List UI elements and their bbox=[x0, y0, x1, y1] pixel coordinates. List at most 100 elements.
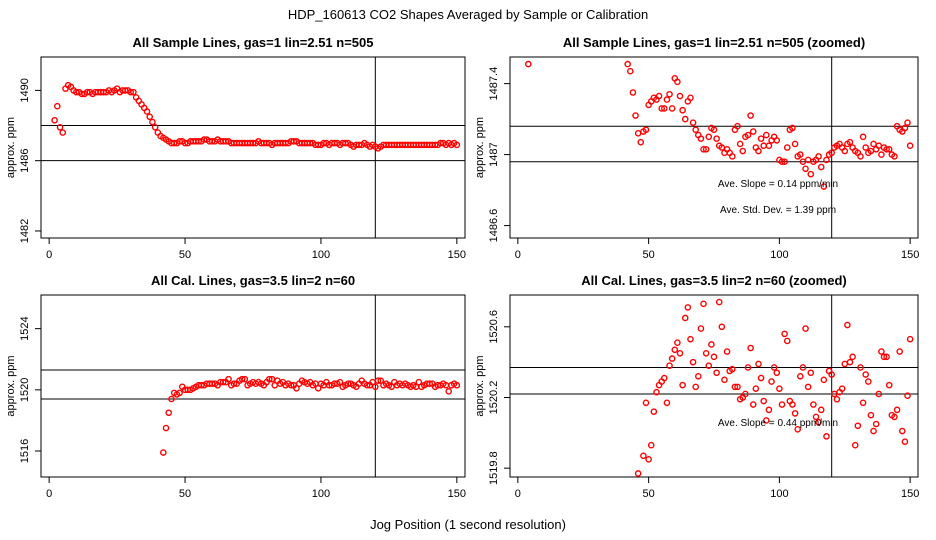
data-point bbox=[862, 144, 869, 151]
data-point bbox=[820, 376, 828, 384]
data-point bbox=[828, 149, 835, 157]
data-point bbox=[729, 365, 736, 373]
data-point bbox=[666, 362, 673, 369]
y-tick-label: 1482 bbox=[19, 219, 31, 243]
data-point bbox=[749, 401, 757, 408]
data-point bbox=[723, 348, 731, 355]
data-point bbox=[624, 60, 631, 68]
x-tick-label: 50 bbox=[179, 488, 191, 500]
data-point bbox=[200, 136, 208, 143]
data-point bbox=[342, 139, 349, 147]
data-point bbox=[875, 390, 883, 398]
data-point bbox=[865, 378, 872, 385]
data-point bbox=[653, 388, 660, 396]
data-point bbox=[176, 389, 183, 397]
data-point bbox=[713, 369, 720, 377]
data-point bbox=[755, 147, 762, 155]
data-point bbox=[715, 298, 723, 306]
data-point bbox=[807, 369, 815, 377]
data-point bbox=[374, 377, 382, 384]
panel-p4: All Cal. Lines, gas=3.5 lin=2 n=60 (zoom… bbox=[474, 273, 919, 500]
data-point bbox=[645, 456, 652, 463]
data-point bbox=[697, 135, 705, 142]
y-tick-label: 1487 bbox=[488, 142, 500, 166]
data-point bbox=[749, 128, 757, 135]
data-point bbox=[802, 325, 809, 332]
data-point bbox=[901, 438, 909, 445]
data-point bbox=[100, 88, 107, 96]
data-point bbox=[676, 92, 684, 100]
data-point bbox=[734, 122, 741, 130]
data-point bbox=[249, 139, 257, 147]
data-point bbox=[415, 378, 423, 386]
x-tick-label: 0 bbox=[46, 249, 52, 261]
plot-frame bbox=[509, 294, 919, 478]
data-point bbox=[734, 383, 741, 391]
data-point bbox=[721, 376, 728, 384]
data-point bbox=[817, 406, 825, 414]
y-tick-label: 1519.8 bbox=[488, 451, 500, 485]
data-point bbox=[883, 145, 890, 153]
data-point bbox=[757, 135, 765, 142]
data-point bbox=[437, 139, 444, 147]
data-point bbox=[73, 88, 80, 96]
data-point bbox=[629, 89, 637, 96]
data-point bbox=[783, 337, 791, 345]
data-point bbox=[854, 422, 862, 430]
x-tick-label: 100 bbox=[770, 488, 788, 500]
data-point bbox=[760, 397, 767, 405]
data-point bbox=[282, 139, 289, 147]
data-point bbox=[689, 119, 697, 126]
data-point bbox=[872, 420, 880, 428]
data-point bbox=[241, 375, 249, 383]
data-point bbox=[293, 384, 300, 392]
data-point bbox=[453, 141, 461, 149]
data-point bbox=[181, 139, 189, 147]
data-point bbox=[815, 153, 822, 160]
data-point bbox=[797, 151, 804, 158]
data-point bbox=[729, 153, 736, 160]
data-point bbox=[151, 123, 159, 131]
data-point bbox=[59, 129, 67, 136]
data-point bbox=[828, 371, 835, 378]
data-point bbox=[823, 433, 830, 440]
data-point bbox=[372, 383, 379, 391]
data-point bbox=[684, 304, 692, 311]
data-point bbox=[679, 381, 686, 389]
data-point bbox=[823, 156, 830, 164]
data-point bbox=[705, 133, 713, 141]
x-tick-label: 150 bbox=[901, 249, 919, 261]
data-point bbox=[692, 383, 699, 391]
data-point bbox=[893, 406, 901, 414]
data-point bbox=[674, 339, 681, 347]
data-point bbox=[692, 126, 699, 134]
data-point bbox=[314, 384, 322, 392]
data-point bbox=[130, 88, 137, 96]
data-point bbox=[781, 158, 788, 165]
data-point bbox=[168, 395, 175, 403]
y-tick-label: 1487.4 bbox=[488, 67, 500, 101]
x-tick-label: 100 bbox=[312, 488, 330, 500]
data-point bbox=[755, 360, 762, 368]
data-point bbox=[266, 375, 273, 383]
data-point bbox=[713, 135, 720, 142]
data-point bbox=[763, 417, 770, 424]
data-point bbox=[627, 67, 634, 75]
data-point bbox=[760, 142, 767, 150]
data-point bbox=[718, 323, 726, 331]
data-point bbox=[668, 105, 676, 112]
data-point bbox=[230, 380, 238, 388]
x-tick-label: 100 bbox=[312, 249, 330, 261]
data-point bbox=[355, 141, 363, 149]
data-point bbox=[634, 130, 642, 137]
data-point bbox=[290, 138, 298, 145]
data-point bbox=[885, 381, 893, 389]
y-tick-label: 1486.6 bbox=[488, 209, 500, 243]
data-point bbox=[838, 385, 846, 392]
data-point bbox=[880, 353, 888, 361]
data-point bbox=[867, 411, 875, 419]
data-point bbox=[708, 341, 715, 348]
data-point bbox=[702, 350, 710, 357]
y-axis-label: approx. ppm bbox=[5, 117, 17, 178]
